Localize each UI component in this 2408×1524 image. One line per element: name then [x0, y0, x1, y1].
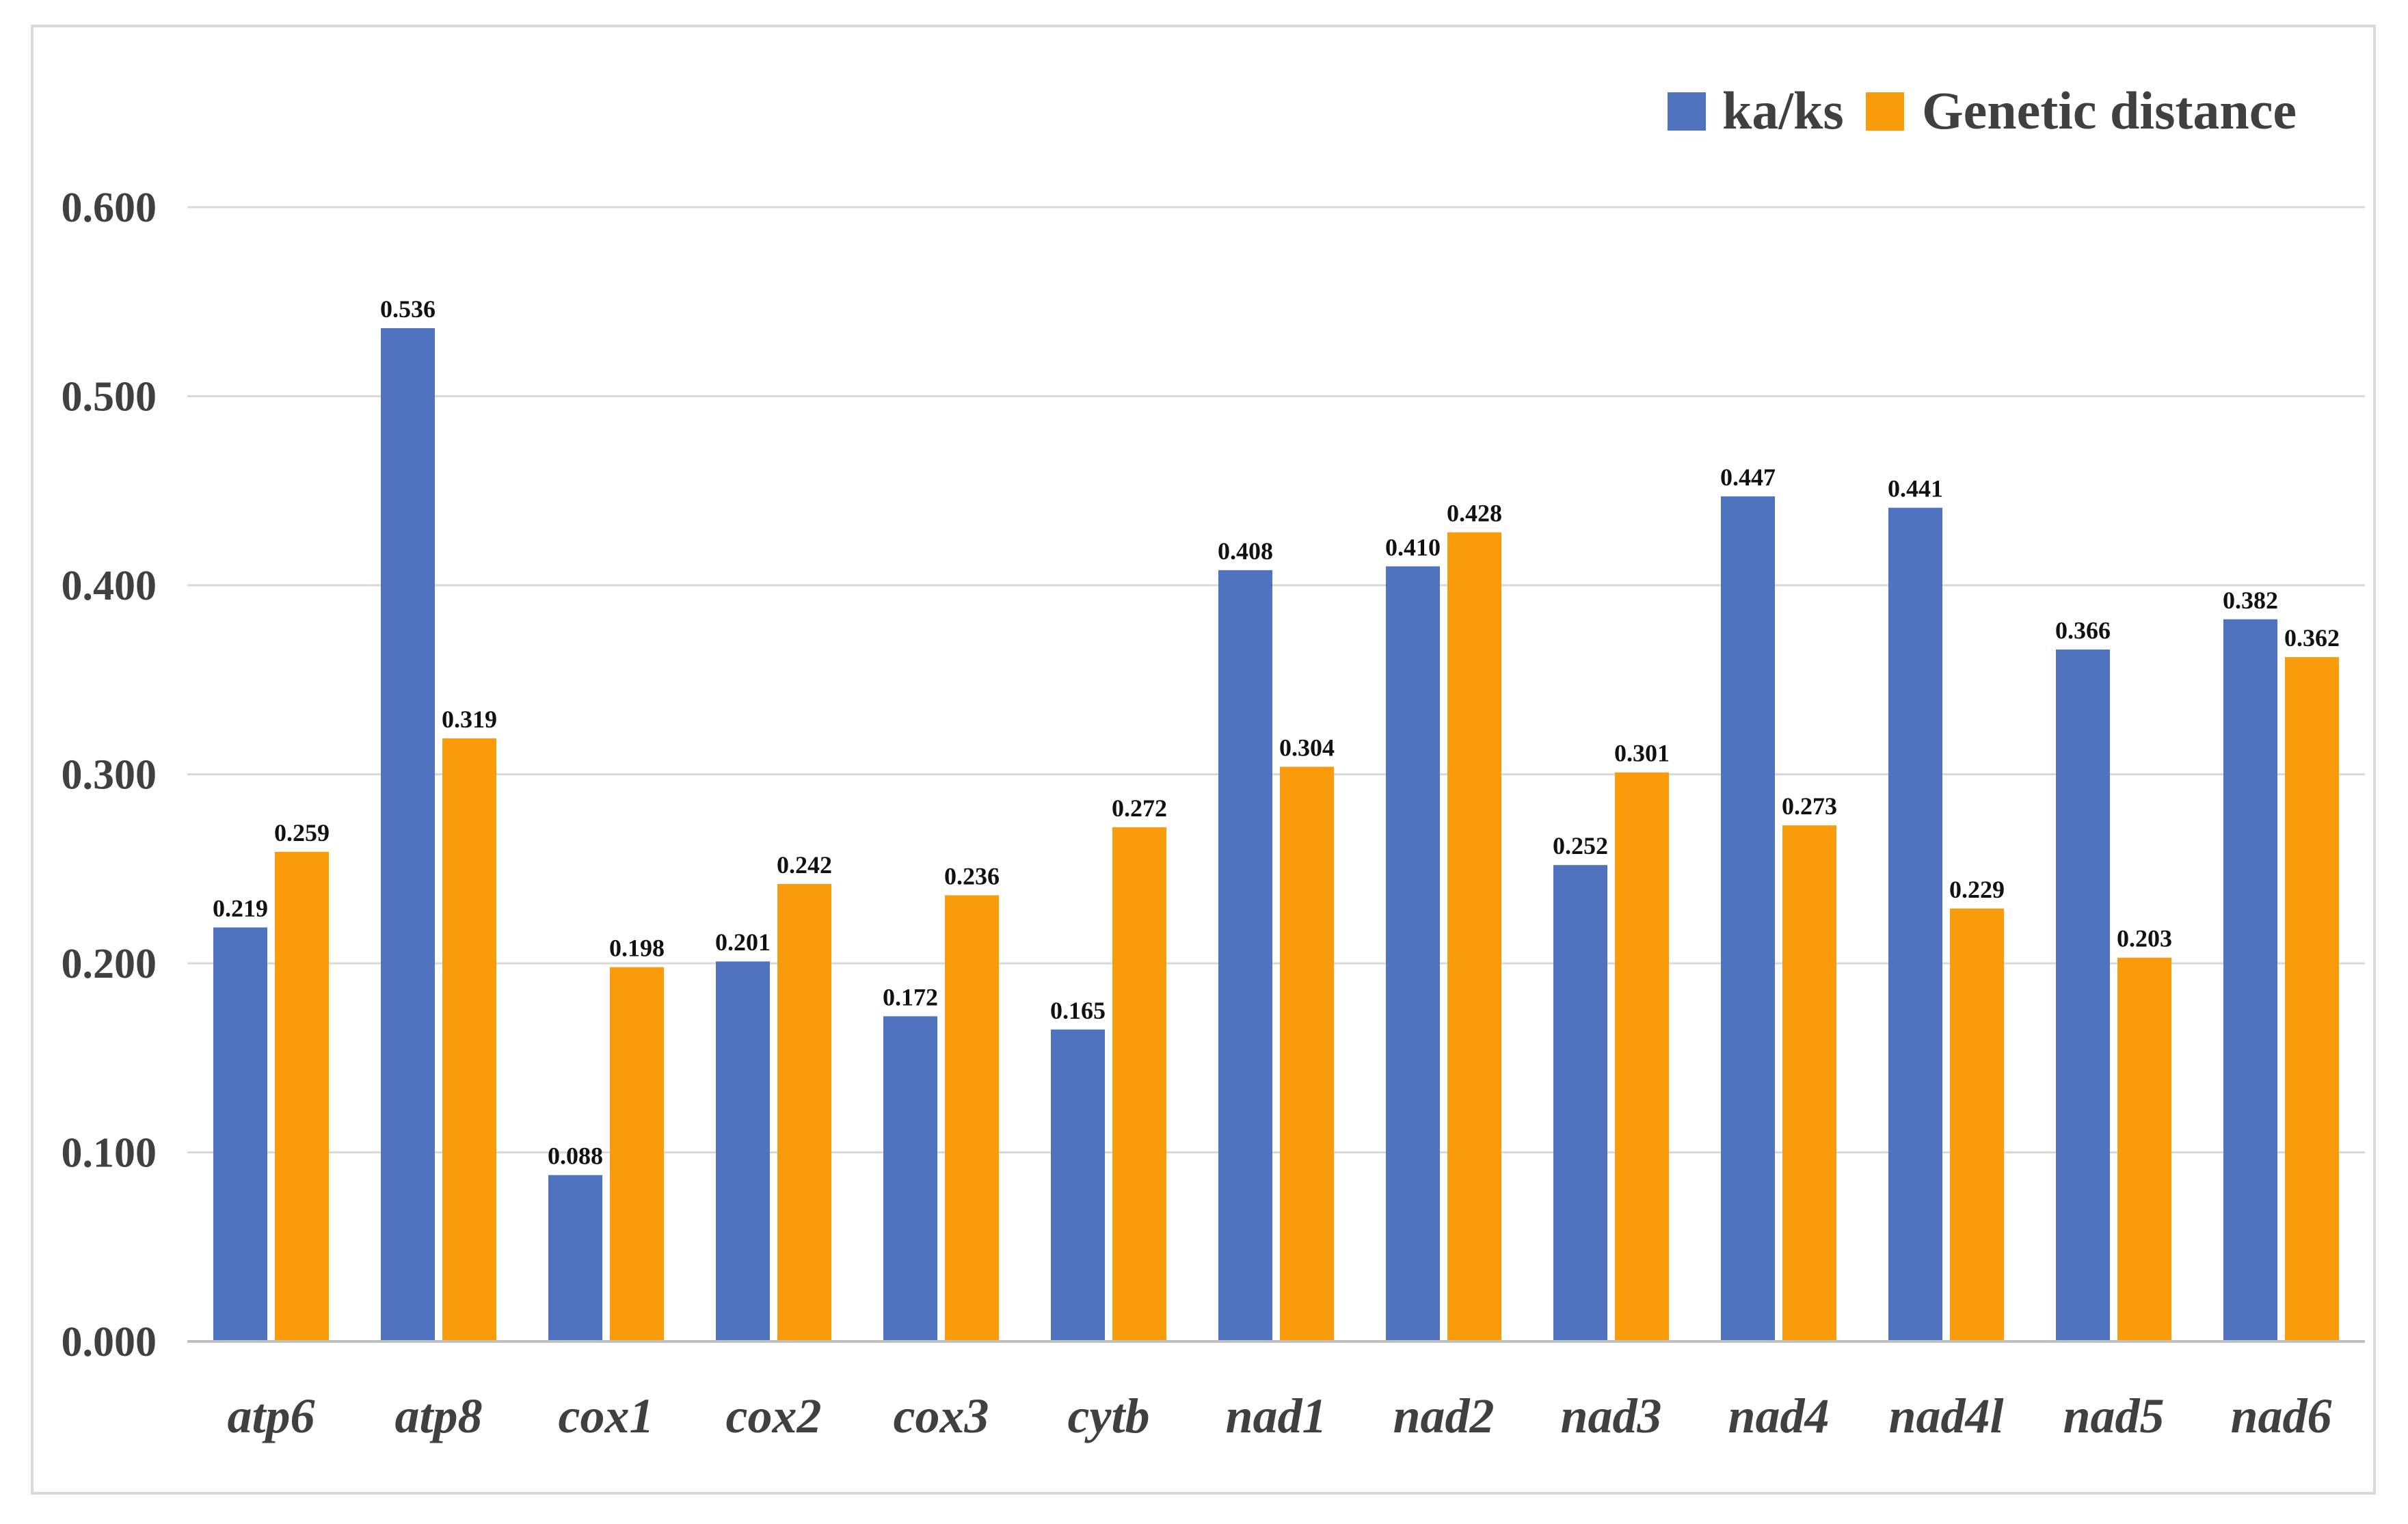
x-tick-label: nad6: [2230, 1389, 2331, 1443]
bar-ka-ks-nad4: [1721, 496, 1775, 1342]
legend-swatch-genetic-distance: [1866, 92, 1904, 131]
bar-ka-ks-nad4l: [1888, 507, 1942, 1341]
x-tick-label: atp8: [394, 1389, 482, 1443]
bar-chart: 0.000 0.100 0.200 0.300 0.400 0.500 0.600 0.21…: [62, 81, 2365, 1443]
data-label: 0.201: [715, 928, 771, 956]
x-tick-label: cox2: [726, 1389, 822, 1443]
x-tick-label: nad4: [1728, 1389, 1829, 1443]
x-tick-label: atp6: [227, 1389, 315, 1443]
bar-genetic-distance-atp6: [275, 851, 329, 1341]
gridlines: 0.000 0.100 0.200 0.300 0.400 0.500 0.600: [62, 185, 2365, 1365]
legend-swatch-ka-ks: [1668, 92, 1706, 131]
bar-ka-ks-nad6: [2223, 619, 2277, 1341]
legend-label-ka-ks: ka/ks: [1722, 81, 1844, 140]
bars: [213, 327, 2339, 1342]
bar-ka-ks-cox1: [548, 1175, 602, 1341]
bar-ka-ks-cytb: [1051, 1029, 1105, 1341]
data-label: 0.252: [1553, 832, 1608, 859]
bar-ka-ks-atp8: [381, 327, 435, 1342]
y-tick-label: 0.500: [62, 374, 157, 420]
y-tick-label: 0.400: [62, 563, 157, 609]
data-label: 0.198: [609, 935, 665, 962]
data-label: 0.219: [213, 894, 268, 922]
data-label: 0.273: [1782, 792, 1837, 820]
x-tick-label: nad2: [1393, 1389, 1494, 1443]
data-label: 0.172: [883, 983, 938, 1011]
x-tick-label: nad4l: [1888, 1389, 2003, 1443]
data-label: 0.441: [1888, 475, 1943, 503]
data-label: 0.242: [777, 851, 832, 879]
bar-genetic-distance-cox1: [610, 967, 664, 1341]
x-tick-label: nad3: [1560, 1389, 1661, 1443]
data-labels: 0.219 0.536 0.088 0.201 0.172 0.165 0.408 0.410…: [213, 295, 2340, 1170]
bar-genetic-distance-nad6: [2285, 657, 2339, 1341]
bar-genetic-distance-nad4l: [1950, 908, 2004, 1341]
y-tick-label: 0.600: [62, 185, 157, 231]
data-label: 0.428: [1447, 500, 1502, 527]
bar-genetic-distance-cytb: [1112, 827, 1166, 1341]
data-label: 0.165: [1050, 997, 1106, 1024]
bar-ka-ks-cox2: [716, 961, 770, 1341]
data-label: 0.366: [2055, 617, 2111, 644]
data-label: 0.408: [1218, 537, 1273, 565]
data-label: 0.301: [1614, 740, 1670, 767]
y-tick-label: 0.300: [62, 752, 157, 799]
bar-genetic-distance-nad3: [1615, 772, 1669, 1341]
x-tick-label: cox1: [559, 1389, 654, 1443]
legend: ka/ks Genetic distance: [1668, 81, 2297, 140]
chart-frame: 0.000 0.100 0.200 0.300 0.400 0.500 0.600 0.21…: [31, 25, 2376, 1495]
bar-genetic-distance-atp8: [442, 738, 496, 1341]
bar-genetic-distance-cox3: [945, 895, 999, 1341]
bar-genetic-distance-nad2: [1447, 532, 1501, 1341]
data-label: 0.203: [2117, 925, 2172, 952]
bar-ka-ks-cox3: [883, 1016, 937, 1341]
x-tick-label: cytb: [1068, 1389, 1150, 1443]
bar-genetic-distance-cox2: [777, 883, 831, 1341]
y-tick-label: 0.000: [62, 1319, 157, 1365]
bar-ka-ks-nad5: [2056, 650, 2110, 1341]
bar-ka-ks-nad1: [1218, 570, 1272, 1341]
x-tick-label: nad5: [2063, 1389, 2164, 1443]
x-tick-label: cox3: [894, 1389, 989, 1443]
data-label: 0.304: [1279, 734, 1335, 761]
bar-genetic-distance-nad5: [2117, 957, 2171, 1341]
data-label: 0.236: [944, 862, 1000, 890]
data-label: 0.319: [442, 706, 497, 733]
data-label: 0.410: [1385, 533, 1441, 561]
data-label: 0.536: [380, 295, 436, 323]
x-tick-label: nad1: [1225, 1389, 1326, 1443]
bar-ka-ks-nad2: [1386, 566, 1440, 1341]
data-label: 0.362: [2284, 624, 2340, 652]
data-label: 0.229: [1949, 876, 2005, 903]
bar-genetic-distance-nad1: [1280, 766, 1334, 1341]
legend-label-genetic-distance: Genetic distance: [1922, 81, 2297, 140]
bar-ka-ks-nad3: [1553, 865, 1607, 1341]
data-label: 0.382: [2223, 587, 2278, 614]
y-tick-label: 0.100: [62, 1130, 157, 1177]
data-label: 0.088: [548, 1142, 603, 1170]
bar-ka-ks-atp6: [213, 927, 267, 1341]
data-label: 0.259: [274, 819, 330, 846]
y-tick-label: 0.200: [62, 941, 157, 987]
data-label: 0.447: [1720, 464, 1776, 491]
data-label: 0.272: [1112, 794, 1167, 822]
axes: atp6 atp8 cox1 cox2 cox3 cytb nad1 nad2 nad3 nad4…: [187, 1340, 2365, 1443]
bar-genetic-distance-nad4: [1782, 825, 1836, 1341]
